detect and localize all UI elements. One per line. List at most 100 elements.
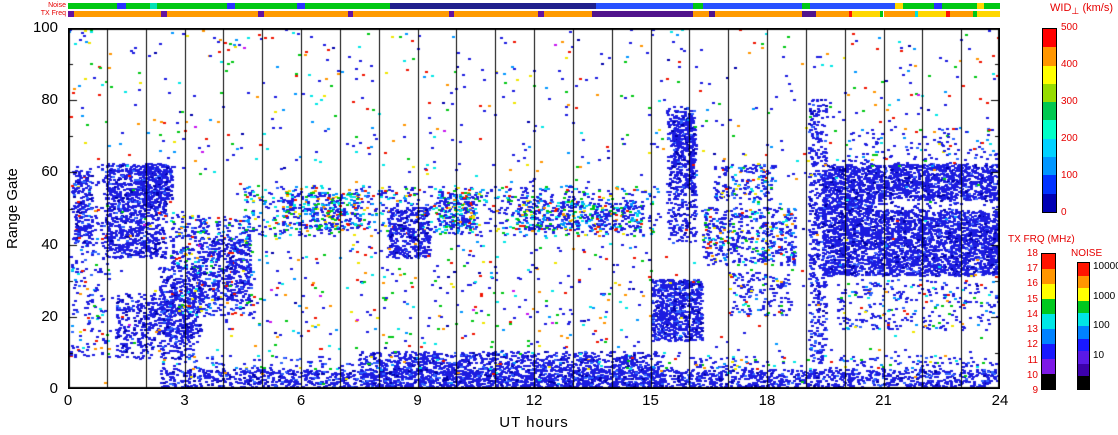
colorbar-segment [1042,299,1055,314]
colorbar-segment [1043,65,1056,84]
plot-title-name: WID [1050,2,1072,14]
strip-segment [304,3,391,9]
strip-segment [815,11,849,17]
strip-segment [157,3,228,9]
noise-colorbar-label: NOISE [1071,248,1103,259]
strip-segment [702,3,802,9]
colorbar-tick-label: 500 [1061,22,1078,33]
strip-segment [852,11,880,17]
colorbar-tick-label: 12 [1026,339,1038,351]
strip-segment [454,11,538,17]
strip-segment [941,3,977,9]
strip-segment [73,11,162,17]
strip-segment [596,3,694,9]
strip-segment [126,3,150,9]
y-tick-label: 80 [41,91,58,108]
x-tick-label: 12 [525,392,543,409]
colorbar-tick-label: 10000 [1093,261,1118,272]
x-tick-label: 15 [642,392,659,409]
x-tick-label: 6 [296,392,306,409]
strip-segment [976,11,1000,17]
y-tick-label: 20 [41,308,58,325]
colorbar-segment [1078,376,1089,389]
plot-title-unit: (km/s) [1079,2,1113,14]
colorbar-tick-label: 15 [1026,293,1038,305]
colorbar-segment [1042,269,1055,284]
colorbar-segment [1078,325,1089,339]
strip-segment [234,3,298,9]
colorbar-segment [1078,363,1089,377]
strip-segment [227,3,235,9]
colorbar-tick-label: 14 [1026,308,1038,320]
strip-segment [297,3,305,9]
strip-segment [984,3,1000,9]
colorbar-segment [1078,275,1089,289]
strip-segment [879,11,884,17]
x-tick-label: 0 [63,392,73,409]
colorbar-tick-label: 100 [1061,170,1078,181]
tx-frq-colorbar [1041,253,1056,390]
colorbar-segment [1078,338,1089,352]
colorbar-tick-label: 10 [1026,369,1038,381]
colorbar-segment [1078,288,1089,301]
strip-segment [801,3,810,9]
strip-segment [537,11,544,17]
colorbar-segment [1078,263,1089,276]
strip-segment [883,11,915,17]
colorbar-tick-label: 17 [1026,263,1038,275]
colorbar-segment [1043,138,1056,158]
strip-segment [972,11,977,17]
strip-segment [353,11,449,17]
x-tick-label: 18 [758,392,776,409]
colorbar-segment [1042,359,1055,374]
strip-segment [933,3,942,9]
strip-segment [809,3,896,9]
strip-segment [116,3,127,9]
strip-segment [390,3,597,9]
x-axis-label: UT hours [499,414,569,431]
x-tick-label: 21 [875,392,892,409]
strip-segment [714,11,802,17]
strip-segment [902,3,934,9]
strip-segment [693,11,709,17]
strip-segment [68,11,74,17]
x-tick-label: 9 [413,392,422,409]
colorbar-tick-label: 1000 [1093,290,1116,302]
plot-title-sub: ⊥ [1071,6,1080,17]
txfreq-strip-label: TX Freq [40,10,66,17]
colorbar-segment [1042,329,1055,344]
strip-segment [592,11,694,17]
y-axis-label: Range Gate [4,168,21,249]
y-tick-label: 0 [49,380,58,397]
noise-colorbar [1077,262,1090,390]
colorbar-tick-label: 100 [1093,320,1110,332]
colorbar-segment [1042,374,1055,389]
strip-segment [258,11,265,17]
strip-segment [693,3,703,9]
strip-segment [167,11,259,17]
strip-segment [347,11,354,17]
colorbar-segment [1078,300,1089,314]
colorbar-segment [1043,157,1056,176]
tx-frq-colorbar-label: TX FRQ (MHz) [1008,234,1075,245]
y-tick-label: 60 [41,163,58,180]
colorbar-segment [1078,313,1089,326]
colorbar-tick-label: 9 [1032,385,1038,396]
colorbar-segment [1043,175,1056,194]
strip-segment [801,11,816,17]
colorbar-tick-label: 200 [1061,133,1078,144]
strip-segment [914,11,919,17]
colorbar-segment [1042,254,1055,269]
colorbar-tick-label: 18 [1026,248,1038,259]
colorbar-segment [1043,193,1056,212]
strip-segment [264,11,348,17]
colorbar-segment [1042,314,1055,329]
x-tick-label: 24 [991,392,1009,409]
strip-segment [945,11,950,17]
plot-title: WID⊥ (km/s) [1050,2,1113,17]
y-tick-label: 100 [32,19,58,36]
y-tick-label: 40 [41,236,58,253]
colorbar-segment [1043,102,1056,121]
strip-segment [708,11,715,17]
